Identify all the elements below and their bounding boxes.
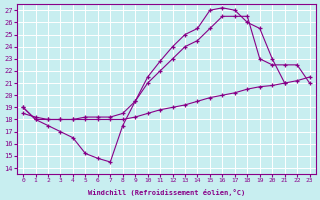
X-axis label: Windchill (Refroidissement éolien,°C): Windchill (Refroidissement éolien,°C) [88,189,245,196]
